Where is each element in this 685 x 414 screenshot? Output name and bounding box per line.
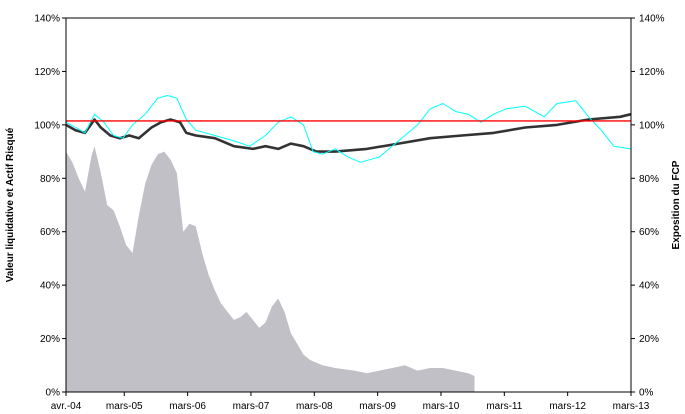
- left-tick-label: 80%: [40, 174, 60, 185]
- right-tick-label: 100%: [639, 120, 665, 131]
- right-tick-label: 40%: [639, 281, 659, 292]
- nav-line: [65, 112, 632, 153]
- left-tick-label: 60%: [40, 227, 60, 238]
- right-tick-label: 120%: [639, 67, 665, 78]
- x-tick-label: mars-13: [613, 401, 650, 412]
- right-axis: 0% 20% 40% 60% 80% 100% 120% 140%: [631, 14, 665, 399]
- right-tick-label: 140%: [639, 14, 665, 25]
- x-tick-label: mars-05: [106, 401, 143, 412]
- x-tick-label: mars-09: [359, 401, 396, 412]
- right-axis-title: Exposition du FCP: [671, 160, 682, 249]
- left-tick-label: 0%: [46, 388, 61, 399]
- x-axis: avr.-04 mars-05 mars-06 mars-07 mars-08 mars-…: [51, 392, 650, 412]
- x-tick-label: mars-08: [296, 401, 333, 412]
- x-tick-label: mars-07: [233, 401, 270, 412]
- x-tick-label: mars-11: [486, 401, 522, 412]
- line-series-group: [65, 95, 632, 163]
- left-tick-label: 20%: [40, 334, 60, 345]
- x-tick-label: avr.-04: [51, 401, 82, 412]
- left-tick-label: 140%: [34, 14, 60, 25]
- left-axis: 0% 20% 40% 60% 80% 100% 120% 140%: [34, 14, 66, 399]
- left-axis-title: Valeur liquidative et Actif Risqué: [5, 127, 16, 282]
- plot-area-border: [65, 17, 632, 393]
- risky-asset-line: [65, 95, 632, 163]
- right-tick-label: 0%: [639, 388, 654, 399]
- exposure-area: [66, 146, 475, 392]
- x-tick-label: mars-12: [549, 401, 586, 412]
- left-tick-label: 100%: [34, 120, 60, 131]
- x-tick-label: mars-06: [169, 401, 206, 412]
- right-tick-label: 20%: [639, 334, 659, 345]
- exposure-area-group: [66, 146, 475, 392]
- x-tick-label: mars-10: [423, 401, 460, 412]
- left-tick-label: 40%: [40, 281, 60, 292]
- right-tick-label: 60%: [639, 227, 659, 238]
- left-tick-label: 120%: [34, 67, 60, 78]
- right-tick-label: 80%: [639, 174, 659, 185]
